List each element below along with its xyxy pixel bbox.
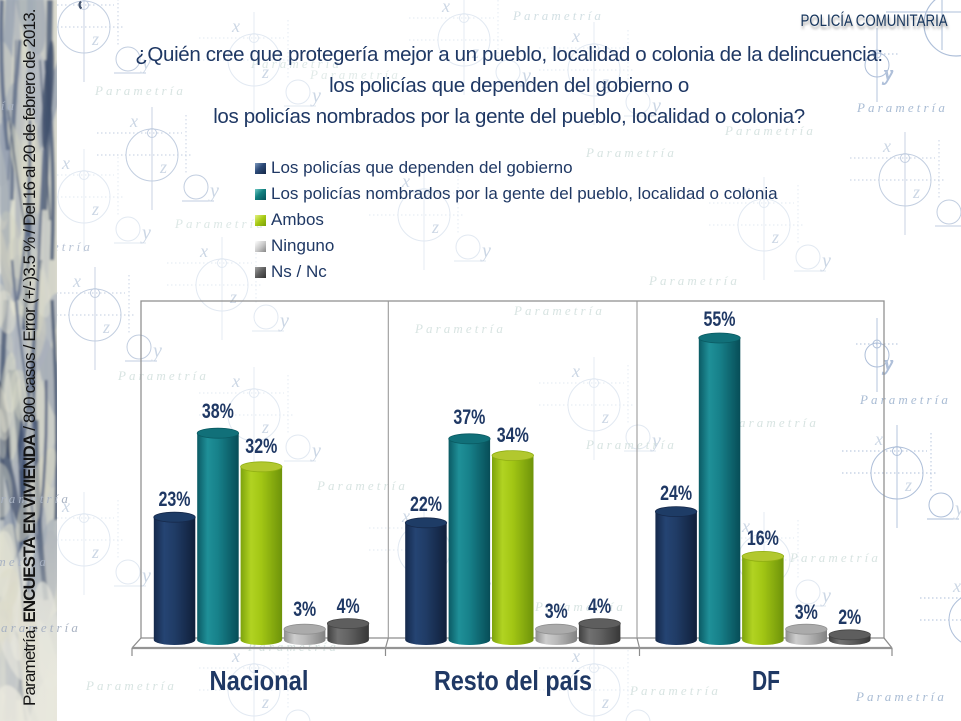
- svg-text:24%: 24%: [660, 482, 692, 505]
- svg-text:34%: 34%: [497, 424, 529, 447]
- svg-text:4%: 4%: [337, 595, 360, 618]
- svg-text:ametría: ametría: [0, 98, 17, 113]
- svg-text:16%: 16%: [747, 527, 779, 550]
- svg-text:32%: 32%: [245, 435, 277, 458]
- svg-text:37%: 37%: [453, 406, 485, 429]
- svg-text:Parametría: Parametría: [0, 491, 71, 506]
- svg-text:3%: 3%: [795, 601, 818, 624]
- svg-text:Nacional: Nacional: [210, 665, 309, 696]
- svg-text:Resto del país: Resto del país: [434, 665, 592, 696]
- svg-text:Parametría: Parametría: [0, 620, 81, 635]
- svg-text:38%: 38%: [202, 400, 234, 423]
- svg-text:55%: 55%: [704, 308, 736, 331]
- svg-text:3%: 3%: [545, 600, 568, 623]
- svg-text:22%: 22%: [410, 493, 442, 516]
- svg-text:3%: 3%: [293, 598, 316, 621]
- svg-text:Parametría: Parametría: [0, 554, 49, 569]
- svg-text:DF: DF: [752, 665, 780, 696]
- svg-text:2%: 2%: [838, 606, 861, 629]
- svg-text:4%: 4%: [588, 595, 611, 618]
- svg-text:23%: 23%: [159, 488, 191, 511]
